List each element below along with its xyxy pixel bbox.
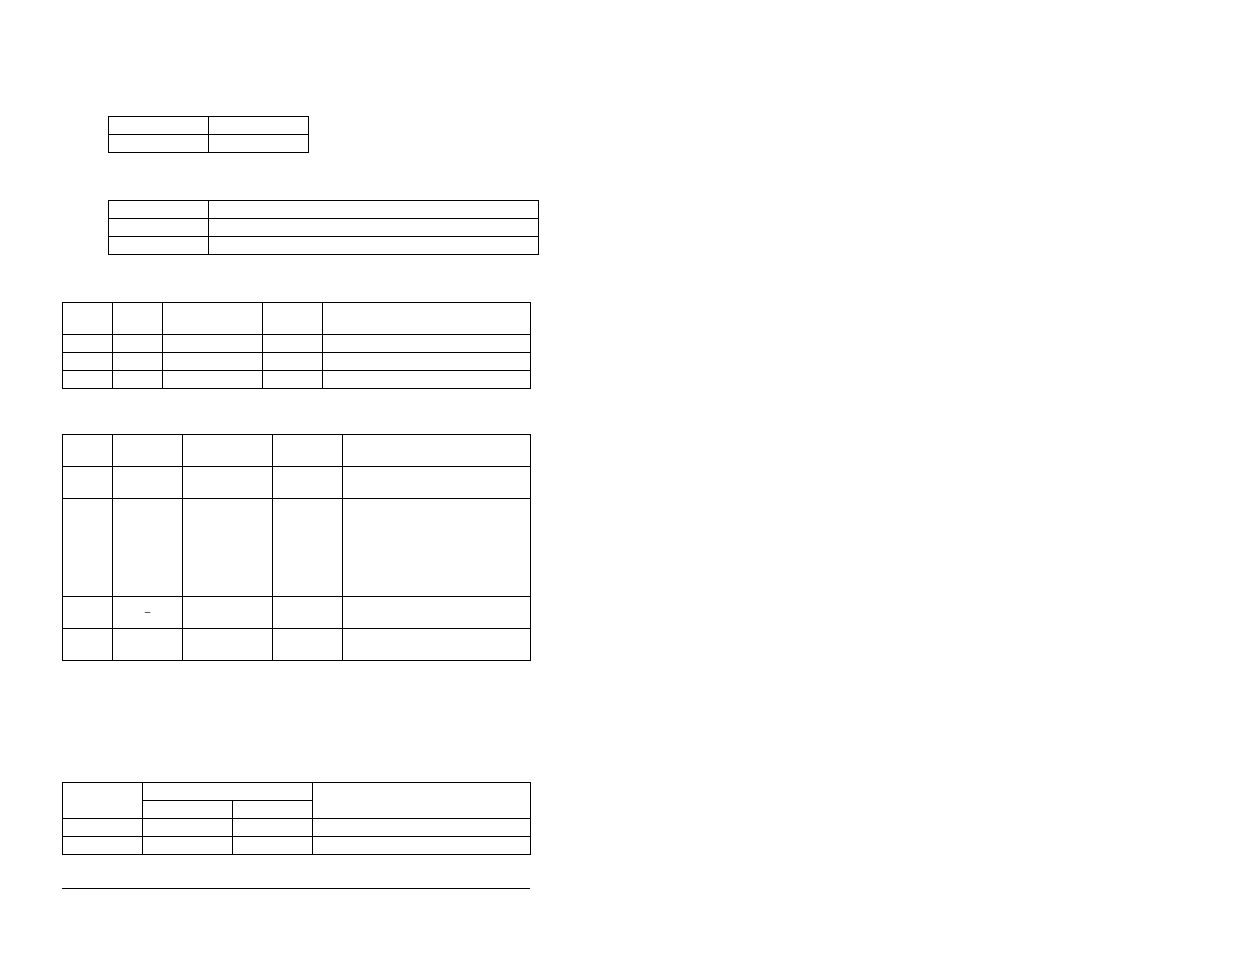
table-row	[109, 117, 309, 135]
table-row	[63, 435, 531, 467]
table-row	[63, 783, 531, 801]
cell	[63, 303, 113, 335]
page: –	[0, 0, 1235, 954]
table-row	[63, 335, 531, 353]
table-3	[62, 302, 531, 389]
cell	[233, 801, 313, 819]
cell	[63, 629, 113, 661]
table-1	[108, 116, 309, 153]
cell	[109, 237, 209, 255]
cell	[163, 371, 263, 389]
cell	[323, 371, 531, 389]
cell	[63, 467, 113, 499]
cell	[63, 335, 113, 353]
cell-dash: –	[113, 597, 183, 629]
table-row	[63, 371, 531, 389]
cell	[63, 819, 143, 837]
table-row: –	[63, 597, 531, 629]
cell	[183, 467, 273, 499]
cell	[273, 499, 343, 597]
cell	[109, 219, 209, 237]
table-row	[63, 467, 531, 499]
table-row	[109, 135, 309, 153]
cell	[273, 629, 343, 661]
table-row	[63, 629, 531, 661]
cell	[263, 303, 323, 335]
cell	[143, 819, 233, 837]
cell	[343, 499, 531, 597]
cell	[183, 629, 273, 661]
cell	[113, 499, 183, 597]
table-row	[109, 237, 539, 255]
table-row	[109, 201, 539, 219]
table-5	[62, 782, 531, 855]
cell	[273, 597, 343, 629]
cell	[263, 353, 323, 371]
cell	[323, 335, 531, 353]
cell	[323, 353, 531, 371]
cell	[163, 353, 263, 371]
cell	[109, 135, 209, 153]
cell	[63, 371, 113, 389]
cell	[63, 783, 143, 819]
cell	[113, 303, 163, 335]
cell	[143, 783, 313, 801]
cell	[63, 435, 113, 467]
cell	[313, 783, 531, 819]
cell	[113, 467, 183, 499]
table-row	[63, 303, 531, 335]
cell	[183, 499, 273, 597]
cell	[209, 237, 539, 255]
cell	[143, 801, 233, 819]
cell	[209, 219, 539, 237]
footnote-rule	[62, 888, 530, 889]
cell	[63, 837, 143, 855]
cell	[233, 837, 313, 855]
cell	[273, 435, 343, 467]
cell	[263, 335, 323, 353]
cell	[233, 819, 313, 837]
cell	[163, 335, 263, 353]
cell	[323, 303, 531, 335]
cell	[343, 597, 531, 629]
cell	[343, 467, 531, 499]
cell	[183, 435, 273, 467]
table-2	[108, 200, 539, 255]
table-row	[63, 819, 531, 837]
cell	[263, 371, 323, 389]
cell	[209, 135, 309, 153]
cell	[113, 629, 183, 661]
cell	[183, 597, 273, 629]
table-row	[63, 353, 531, 371]
cell	[209, 117, 309, 135]
cell	[143, 837, 233, 855]
cell	[113, 353, 163, 371]
cell	[63, 353, 113, 371]
table-4: –	[62, 434, 531, 661]
cell	[209, 201, 539, 219]
table-row	[63, 837, 531, 855]
cell	[109, 117, 209, 135]
table-row	[63, 499, 531, 597]
cell	[273, 467, 343, 499]
cell	[313, 819, 531, 837]
cell	[163, 303, 263, 335]
cell	[109, 201, 209, 219]
cell	[113, 335, 163, 353]
cell	[63, 597, 113, 629]
cell	[113, 435, 183, 467]
cell	[343, 629, 531, 661]
cell	[343, 435, 531, 467]
table-row	[109, 219, 539, 237]
cell	[63, 499, 113, 597]
cell	[113, 371, 163, 389]
cell	[313, 837, 531, 855]
